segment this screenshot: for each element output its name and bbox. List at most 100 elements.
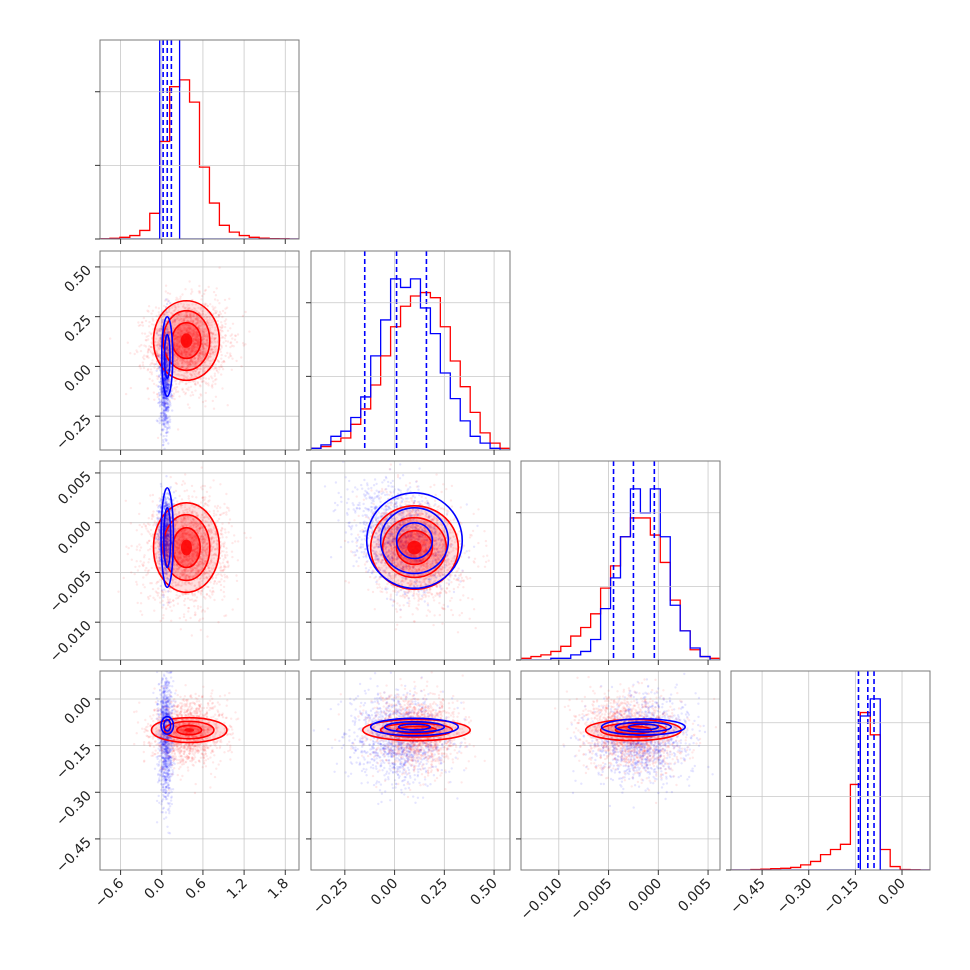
scatter-point (229, 352, 232, 355)
scatter-point (166, 379, 170, 382)
scatter-point (155, 363, 158, 366)
scatter-point (193, 330, 196, 334)
scatter-point (172, 338, 176, 341)
scatter-point (146, 351, 150, 354)
scatter-point (202, 368, 205, 371)
scatter-point (166, 365, 169, 368)
scatter-point (194, 317, 198, 321)
scatter-point (151, 493, 155, 497)
scatter-point (160, 391, 163, 394)
scatter-point (179, 297, 182, 300)
scatter-point (144, 319, 148, 323)
scatter-point (193, 362, 197, 365)
scatter-point (203, 352, 206, 355)
scatter-point (127, 546, 130, 550)
scatter-point (194, 345, 198, 349)
scatter-point (224, 531, 227, 534)
scatter-point (166, 421, 169, 424)
scatter-point (163, 422, 166, 425)
scatter-point (182, 328, 185, 331)
scatter-point (176, 348, 179, 351)
scatter-point (186, 315, 189, 318)
scatter-point (142, 316, 146, 320)
scatter-point (163, 402, 166, 405)
scatter-point (178, 340, 181, 343)
scatter-point (182, 374, 186, 378)
scatter-point (166, 402, 170, 406)
scatter-point (139, 546, 143, 549)
scatter-point (148, 344, 151, 348)
scatter-point (150, 312, 153, 315)
scatter-point (199, 352, 202, 355)
scatter-point (172, 341, 176, 345)
scatter-point (178, 345, 181, 349)
scatter-point (216, 340, 219, 343)
scatter-point (180, 350, 183, 353)
scatter-point (198, 396, 201, 399)
scatter-point (181, 387, 184, 390)
scatter-point (193, 350, 197, 353)
scatter-point (229, 341, 233, 344)
scatter-point (164, 590, 167, 593)
scatter-point (218, 325, 221, 329)
scatter-point (190, 374, 193, 377)
scatter-point (185, 376, 189, 380)
scatter-point (205, 333, 209, 336)
scatter-point (199, 356, 202, 359)
scatter-point (191, 314, 195, 318)
scatter-point (211, 348, 214, 351)
scatter-point (162, 396, 165, 400)
scatter-point (165, 431, 168, 435)
scatter-point (187, 328, 190, 332)
scatter-point (235, 341, 239, 344)
scatter-point (185, 311, 188, 314)
scatter-point (152, 323, 156, 327)
scatter-point (185, 355, 188, 358)
scatter-point (221, 335, 224, 339)
scatter-point (176, 349, 179, 352)
scatter-point (221, 315, 224, 319)
scatter-point (178, 344, 182, 347)
scatter-point (171, 395, 174, 398)
scatter-point (226, 554, 229, 557)
scatter-point (206, 635, 209, 638)
scatter-point (173, 334, 176, 338)
scatter-point (155, 419, 159, 422)
scatter-point (172, 319, 175, 322)
scatter-point (153, 520, 156, 523)
scatter-point (159, 369, 162, 372)
scatter-point (176, 328, 180, 331)
scatter-point (155, 332, 158, 335)
scatter-point (164, 406, 168, 409)
scatter-point (202, 336, 206, 339)
scatter-point (173, 380, 177, 383)
scatter-point (199, 618, 202, 621)
scatter-point (187, 303, 191, 307)
scatter-point (198, 367, 201, 371)
scatter-point (177, 313, 181, 317)
scatter-point (207, 339, 210, 342)
scatter-point (209, 355, 212, 358)
scatter-point (227, 509, 231, 512)
scatter-point (145, 355, 148, 358)
scatter-point (185, 355, 189, 358)
scatter-point (164, 403, 167, 406)
scatter-point (224, 354, 227, 358)
scatter-point (175, 349, 179, 352)
scatter-point (214, 366, 217, 369)
scatter-point (179, 295, 182, 298)
scatter-point (147, 561, 150, 564)
scatter-point (197, 354, 200, 357)
scatter-point (197, 338, 200, 341)
scatter-point (175, 360, 178, 363)
scatter-point (156, 377, 159, 381)
scatter-point (147, 595, 150, 599)
scatter-point (223, 543, 226, 546)
scatter-point (198, 291, 201, 295)
scatter-point (185, 330, 188, 333)
scatter-point (150, 371, 153, 374)
scatter-point (245, 536, 248, 539)
scatter-point (187, 353, 191, 357)
scatter-point (181, 320, 184, 323)
scatter-point (220, 353, 223, 357)
